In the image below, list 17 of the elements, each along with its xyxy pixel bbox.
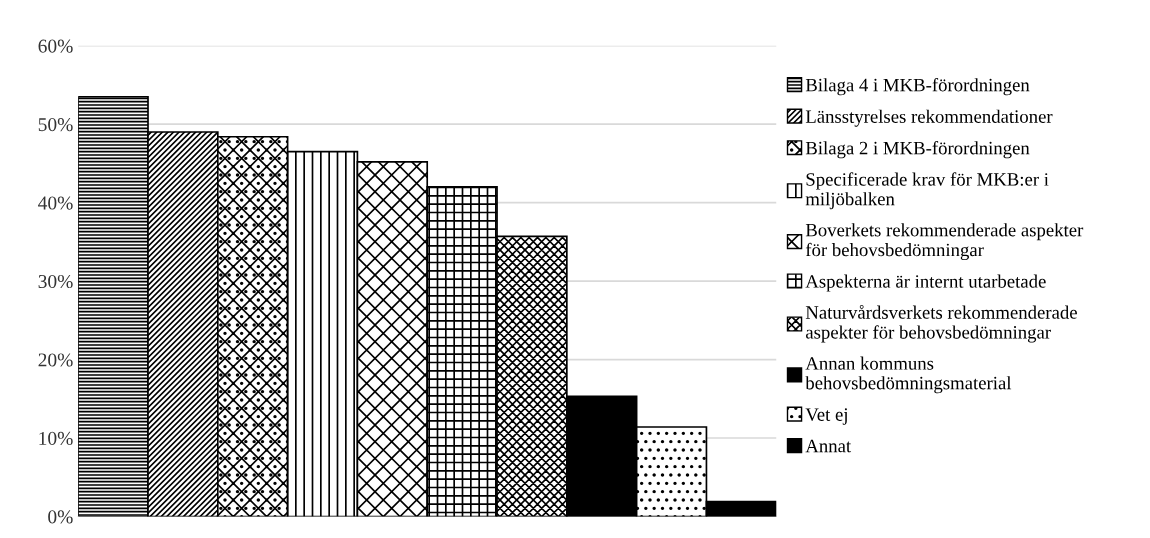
y-tick-label: 60% bbox=[38, 39, 73, 53]
legend-label: Annat bbox=[805, 439, 852, 453]
legend-label: Aspekterna är internt utarbetade bbox=[805, 274, 1046, 292]
legend-label: Vet ej bbox=[805, 408, 847, 425]
legend-label: Bilaga 2 i MKB-förordningen bbox=[805, 141, 1030, 159]
y-tick-label: 10% bbox=[39, 431, 73, 446]
legend-label: Specificerade krav för MKB:er i miljöbalken bbox=[805, 172, 1049, 210]
legend-label: Boverkets rekommenderade aspekter för behovsbedömningar bbox=[805, 223, 1084, 261]
y-tick-label: 0% bbox=[48, 510, 73, 524]
y-tick-label: 30% bbox=[38, 274, 73, 289]
y-tick-label: 20% bbox=[38, 353, 73, 367]
legend-label: Naturvårdsverkets rekommenderade aspekter för behovsbedömningar bbox=[805, 305, 1077, 343]
legend-label: Bilaga 4 i MKB-förordningen bbox=[805, 78, 1030, 96]
y-tick-label: 50% bbox=[38, 118, 73, 132]
legend-label: Länsstyrelses rekommendationer bbox=[805, 109, 1053, 127]
y-tick-label: 40% bbox=[38, 196, 73, 210]
legend-label: Annan kommuns behovsbedömningsmaterial bbox=[805, 356, 1012, 394]
